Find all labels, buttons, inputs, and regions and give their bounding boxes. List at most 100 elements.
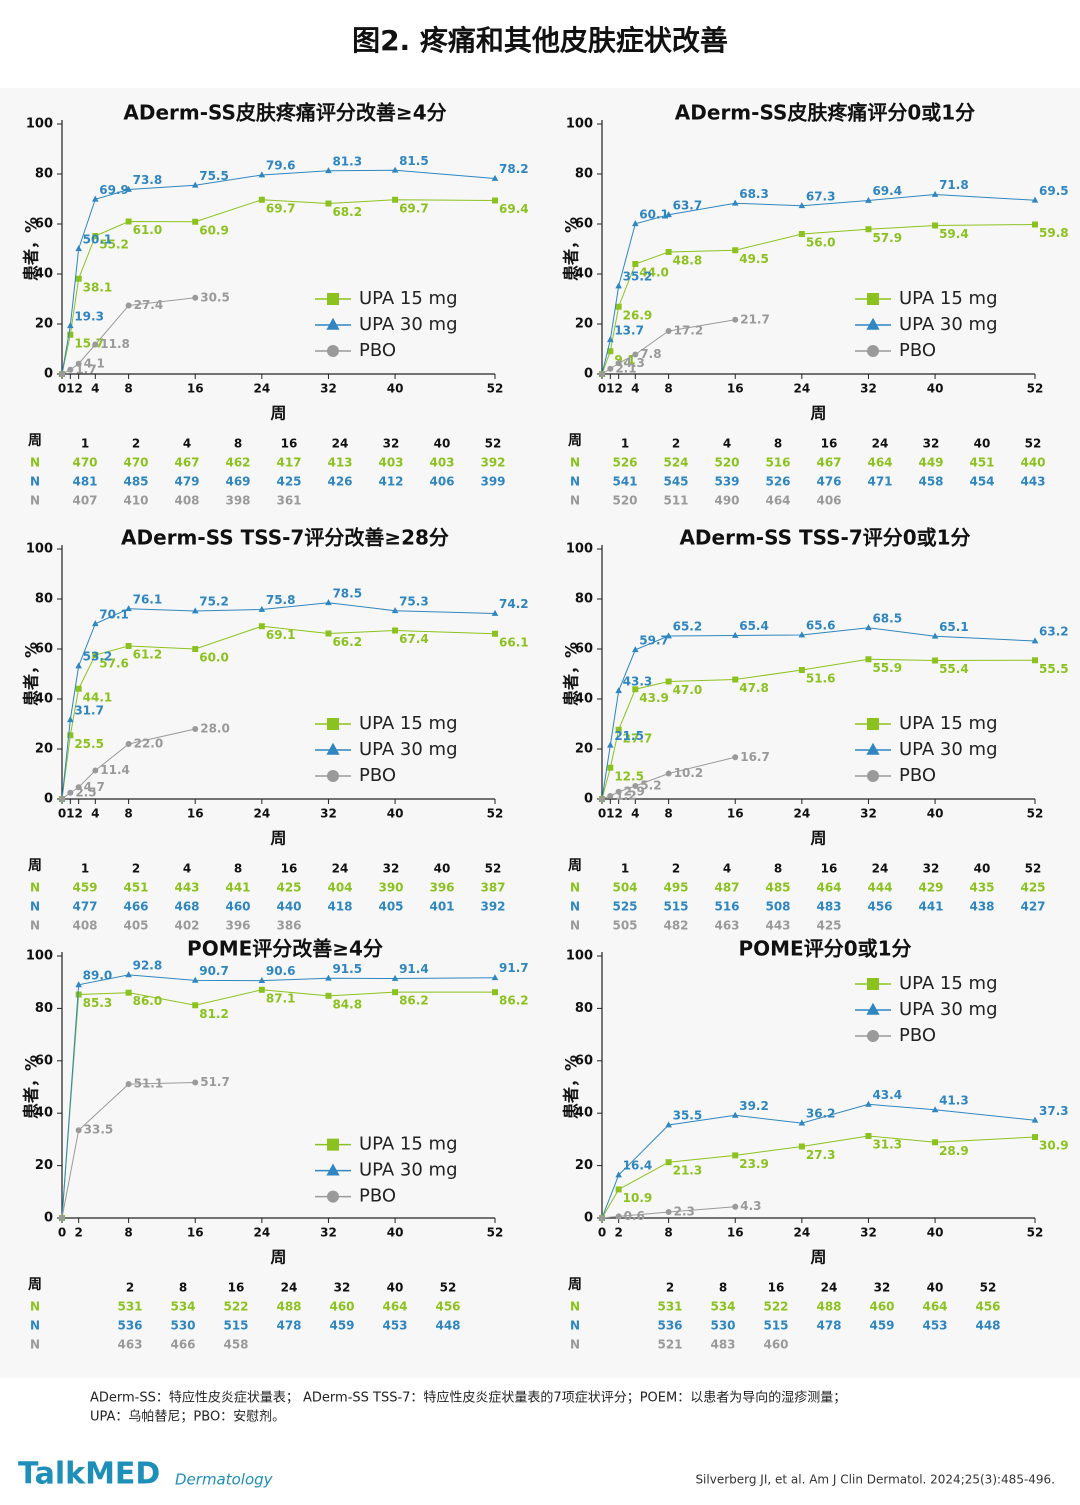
marker: [632, 686, 639, 693]
table-week: 40: [434, 862, 451, 876]
table-cell: 405: [378, 900, 403, 914]
table-cell: 515: [223, 1319, 248, 1333]
data-label: 87.1: [266, 991, 296, 1005]
x-tick-label: 40: [927, 807, 944, 821]
marker: [67, 331, 74, 338]
x-tick-label: 0: [598, 1226, 606, 1240]
data-label: 47.8: [739, 681, 769, 695]
data-label: 7.8: [640, 347, 661, 361]
marker: [607, 741, 614, 748]
table-cell: 438: [969, 900, 994, 914]
table-week: 40: [974, 437, 991, 451]
table-cell: 478: [276, 1319, 301, 1333]
table-cell: 440: [1020, 456, 1045, 470]
marker: [632, 261, 639, 267]
marker: [607, 365, 614, 372]
table-week: 40: [387, 1281, 404, 1295]
x-tick-label: 24: [793, 1226, 810, 1240]
marker: [92, 195, 99, 202]
table-cell: 426: [327, 475, 352, 489]
table-week: 8: [234, 437, 242, 451]
marker: [258, 171, 266, 178]
table-cell: 425: [276, 475, 301, 489]
table-cell: 401: [429, 900, 454, 914]
x-tick-label: 0: [598, 382, 606, 396]
table-week: 24: [281, 1281, 298, 1295]
y-axis-label: 患者，%: [22, 1055, 41, 1119]
data-label: 59.8: [1039, 226, 1069, 240]
table-cell: 390: [378, 881, 403, 895]
data-label: 68.3: [739, 187, 769, 201]
y-tick-label: 80: [575, 167, 593, 182]
marker: [632, 351, 639, 358]
x-axis-label: 周: [270, 829, 286, 848]
table-week: 1: [621, 437, 629, 451]
data-label: 10.9: [623, 1191, 653, 1205]
legend-label: UPA 30 mg: [899, 314, 998, 335]
data-label: 16.7: [740, 750, 770, 764]
table-row-label: N: [30, 494, 40, 508]
marker: [1032, 221, 1038, 228]
data-label: 50.1: [83, 232, 113, 246]
data-label: 28.9: [939, 1144, 969, 1158]
x-tick-label: 40: [387, 382, 404, 396]
table-cell: 458: [918, 475, 943, 489]
table-cell: 541: [612, 475, 637, 489]
y-tick-label: 0: [44, 367, 53, 382]
table-cell: 441: [918, 900, 943, 914]
data-label: 65.4: [739, 619, 769, 633]
y-tick-label: 100: [26, 117, 53, 132]
table-week: 4: [723, 862, 731, 876]
y-tick-label: 100: [26, 949, 53, 964]
table-week: 8: [234, 862, 242, 876]
data-label: 81.3: [332, 154, 362, 168]
table-cell: 531: [117, 1300, 142, 1314]
table-header: 周: [28, 1277, 42, 1293]
table-cell: 410: [123, 494, 148, 508]
table-cell: 508: [765, 900, 790, 914]
data-label: 90.6: [266, 964, 296, 978]
data-label: 48.8: [673, 254, 703, 268]
legend-label: UPA 15 mg: [359, 713, 458, 734]
table-cell: 515: [763, 1319, 788, 1333]
data-label: 75.3: [399, 594, 429, 608]
marker: [75, 245, 82, 252]
table-week: 24: [872, 437, 889, 451]
marker: [67, 789, 74, 796]
table-cell: 406: [816, 494, 841, 508]
marker: [798, 1143, 805, 1150]
data-label: 55.9: [872, 661, 902, 675]
marker: [607, 348, 614, 355]
table-cell: 386: [276, 919, 301, 933]
table-cell: 392: [480, 456, 505, 470]
chart-title: POME评分改善≥4分: [187, 937, 383, 961]
table-cell: 412: [378, 475, 403, 489]
marker: [392, 196, 399, 203]
data-label: 27.4: [134, 298, 164, 312]
table-cell: 443: [765, 919, 790, 933]
legend-label: UPA 15 mg: [899, 288, 998, 309]
marker: [732, 1152, 739, 1159]
series-line: [61, 1082, 196, 1219]
x-axis-label: 周: [270, 1248, 286, 1267]
data-label: 69.4: [872, 184, 902, 198]
data-label: 51.6: [806, 672, 836, 686]
table-cell: 460: [329, 1300, 354, 1314]
table-cell: 407: [72, 494, 97, 508]
legend-label: PBO: [899, 340, 936, 361]
table-cell: 545: [663, 475, 688, 489]
marker: [865, 1132, 872, 1139]
table-row-label: N: [30, 919, 40, 933]
marker: [731, 199, 739, 206]
marker: [867, 1030, 879, 1042]
x-tick-label: 32: [320, 382, 337, 396]
marker: [491, 974, 499, 981]
data-label: 25.5: [74, 737, 104, 751]
table-week: 32: [923, 862, 940, 876]
data-label: 28.0: [200, 722, 230, 736]
marker: [732, 247, 739, 254]
marker: [615, 1171, 622, 1178]
table-cell: 451: [969, 456, 994, 470]
table-cell: 392: [480, 900, 505, 914]
marker: [615, 1213, 622, 1220]
